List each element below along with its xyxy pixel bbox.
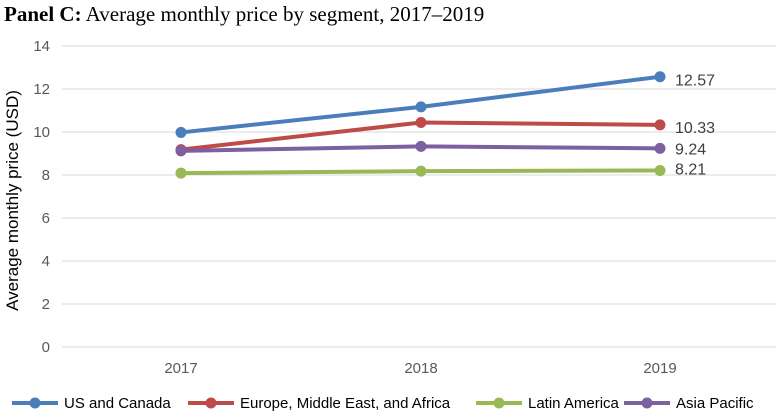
data-point: [654, 71, 666, 83]
y-tick-label: 12: [33, 81, 50, 98]
data-point: [415, 101, 427, 113]
legend-label: Asia Pacific: [676, 395, 754, 412]
data-label: 9.24: [675, 141, 706, 158]
x-tick-label: 2019: [643, 360, 676, 377]
data-point: [415, 140, 427, 152]
data-point: [654, 164, 666, 176]
y-tick-label: 8: [42, 167, 50, 184]
legend: US and Canada Europe, Middle East, and Af…: [12, 395, 754, 412]
legend-marker: [493, 397, 505, 409]
legend-marker: [205, 397, 217, 409]
series-lines: [175, 71, 666, 179]
y-tick-label: 2: [42, 296, 50, 313]
y-tick-label: 4: [42, 253, 50, 270]
data-point: [175, 126, 187, 138]
y-axis-ticks: 0 2 4 6 8 10 12 14: [33, 38, 50, 356]
y-axis-label: Average monthly price (USD): [3, 90, 22, 311]
legend-label: Europe, Middle East, and Africa: [240, 395, 451, 412]
gridlines: [62, 45, 776, 348]
data-label: 8.21: [675, 161, 706, 178]
data-point: [654, 142, 666, 154]
legend-label: Latin America: [528, 395, 620, 412]
legend-label: US and Canada: [64, 395, 171, 412]
y-tick-label: 6: [42, 210, 50, 227]
x-tick-label: 2017: [164, 360, 197, 377]
y-tick-label: 0: [42, 339, 50, 356]
chart-title: Panel C: Average monthly price by segmen…: [4, 2, 484, 27]
data-label: 10.33: [675, 120, 715, 137]
data-labels: 12.57 10.33 8.21 9.24: [675, 73, 715, 179]
y-tick-label: 14: [33, 38, 50, 55]
x-axis-ticks: 2017 2018 2019: [164, 360, 676, 377]
data-point: [654, 119, 666, 131]
data-point: [415, 117, 427, 129]
legend-marker: [29, 397, 41, 409]
title-text: Average monthly price by segment, 2017–2…: [85, 2, 485, 26]
data-point: [415, 165, 427, 177]
panel-label: Panel C:: [4, 2, 82, 26]
legend-marker: [641, 397, 653, 409]
data-point: [175, 145, 187, 157]
x-tick-label: 2018: [404, 360, 437, 377]
data-point: [175, 167, 187, 179]
y-tick-label: 10: [33, 124, 50, 141]
data-label: 12.57: [675, 73, 715, 90]
